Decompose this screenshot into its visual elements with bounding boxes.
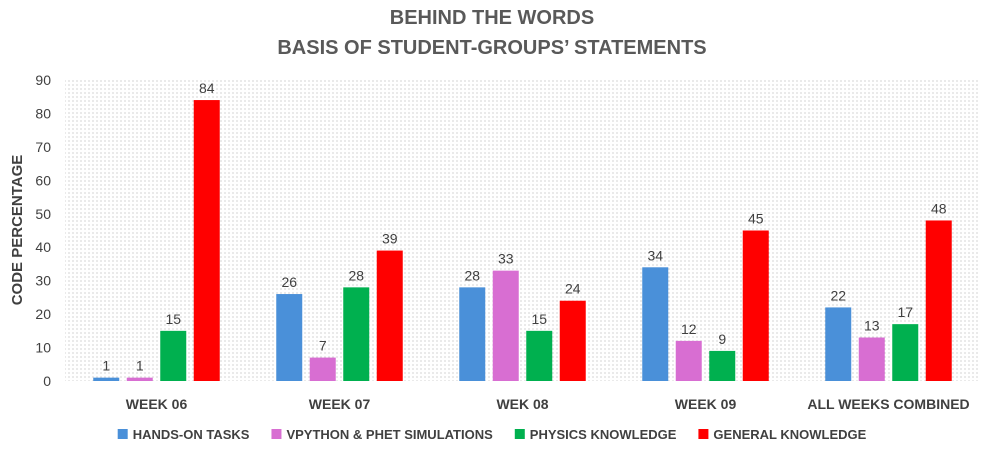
category-label: WEEK 06 bbox=[126, 396, 188, 412]
bar bbox=[675, 340, 702, 381]
data-label: 39 bbox=[382, 231, 398, 247]
data-label: 24 bbox=[565, 281, 581, 297]
category-label: WEEK 09 bbox=[675, 396, 737, 412]
y-axis-label: CODE PERCENTAGE bbox=[9, 155, 26, 306]
data-label: 84 bbox=[199, 80, 215, 96]
category-label: ALL WEEKS COMBINED bbox=[807, 396, 969, 412]
data-labels: 1 1 15 84 26 7 28 39 28 33 15 24 34 12 9 45 22 13 17 48 bbox=[102, 80, 946, 374]
legend-swatch bbox=[514, 429, 525, 439]
data-label: 7 bbox=[319, 338, 327, 354]
bar bbox=[925, 220, 952, 381]
bar bbox=[376, 250, 403, 381]
category-label: WEK 08 bbox=[496, 396, 548, 412]
bar bbox=[642, 267, 669, 381]
bar bbox=[559, 300, 586, 381]
bar bbox=[492, 270, 519, 381]
data-label: 17 bbox=[897, 304, 913, 320]
data-label: 28 bbox=[348, 267, 364, 283]
category-label: WEEK 07 bbox=[309, 396, 371, 412]
y-tick-label: 40 bbox=[35, 239, 51, 255]
data-label: 45 bbox=[748, 211, 764, 227]
legend-label: HANDS-ON TASKS bbox=[133, 427, 250, 442]
bar bbox=[858, 337, 885, 381]
chart-subtitle: BASIS OF STUDENT-GROUPS’ STATEMENTS bbox=[277, 37, 706, 59]
y-tick-label: 80 bbox=[35, 105, 51, 121]
legend: HANDS-ON TASKS VPYTHON & PHET SIMULATIONS… bbox=[117, 427, 867, 442]
bar bbox=[193, 100, 220, 382]
y-tick-label: 50 bbox=[35, 206, 51, 222]
data-label: 48 bbox=[931, 200, 947, 216]
x-axis-categories: WEEK 06 WEEK 07 WEK 08 WEEK 09 ALL WEEKS COM… bbox=[126, 396, 970, 412]
legend-swatch bbox=[271, 429, 282, 439]
data-label: 34 bbox=[647, 247, 663, 263]
data-label: 22 bbox=[830, 287, 846, 303]
y-tick-label: 10 bbox=[35, 340, 51, 356]
bar bbox=[93, 377, 120, 381]
data-label: 15 bbox=[165, 311, 181, 327]
data-label: 9 bbox=[718, 331, 726, 347]
chart-title: BEHIND THE WORDS bbox=[390, 7, 594, 29]
y-tick-label: 20 bbox=[35, 306, 51, 322]
legend-swatch bbox=[698, 429, 709, 439]
y-axis-ticks: 0 10 20 30 40 50 60 70 80 90 bbox=[35, 72, 51, 389]
data-label: 1 bbox=[102, 358, 110, 374]
y-tick-label: 60 bbox=[35, 172, 51, 188]
bar bbox=[459, 287, 486, 381]
bar bbox=[825, 307, 852, 381]
bar bbox=[526, 330, 553, 381]
y-tick-label: 0 bbox=[43, 373, 51, 389]
bar bbox=[343, 287, 370, 381]
bar bbox=[126, 377, 153, 381]
data-label: 12 bbox=[681, 321, 697, 337]
bar bbox=[709, 350, 736, 381]
bar bbox=[276, 294, 303, 381]
data-label: 13 bbox=[864, 318, 880, 334]
data-label: 1 bbox=[136, 358, 144, 374]
bar bbox=[160, 330, 187, 381]
bar bbox=[742, 230, 769, 381]
legend-label: GENERAL KNOWLEDGE bbox=[713, 427, 866, 442]
legend-label: VPYTHON & PHET SIMULATIONS bbox=[286, 427, 493, 442]
legend-label: PHYSICS KNOWLEDGE bbox=[530, 427, 677, 442]
legend-swatch bbox=[117, 429, 128, 439]
data-label: 28 bbox=[464, 267, 480, 283]
data-label: 26 bbox=[281, 274, 297, 290]
y-tick-label: 70 bbox=[35, 139, 51, 155]
bar bbox=[892, 324, 919, 381]
bars bbox=[93, 100, 952, 382]
y-tick-label: 30 bbox=[35, 273, 51, 289]
bar bbox=[309, 357, 336, 381]
data-label: 15 bbox=[531, 311, 547, 327]
y-tick-label: 90 bbox=[35, 72, 51, 88]
data-label: 33 bbox=[498, 251, 514, 267]
